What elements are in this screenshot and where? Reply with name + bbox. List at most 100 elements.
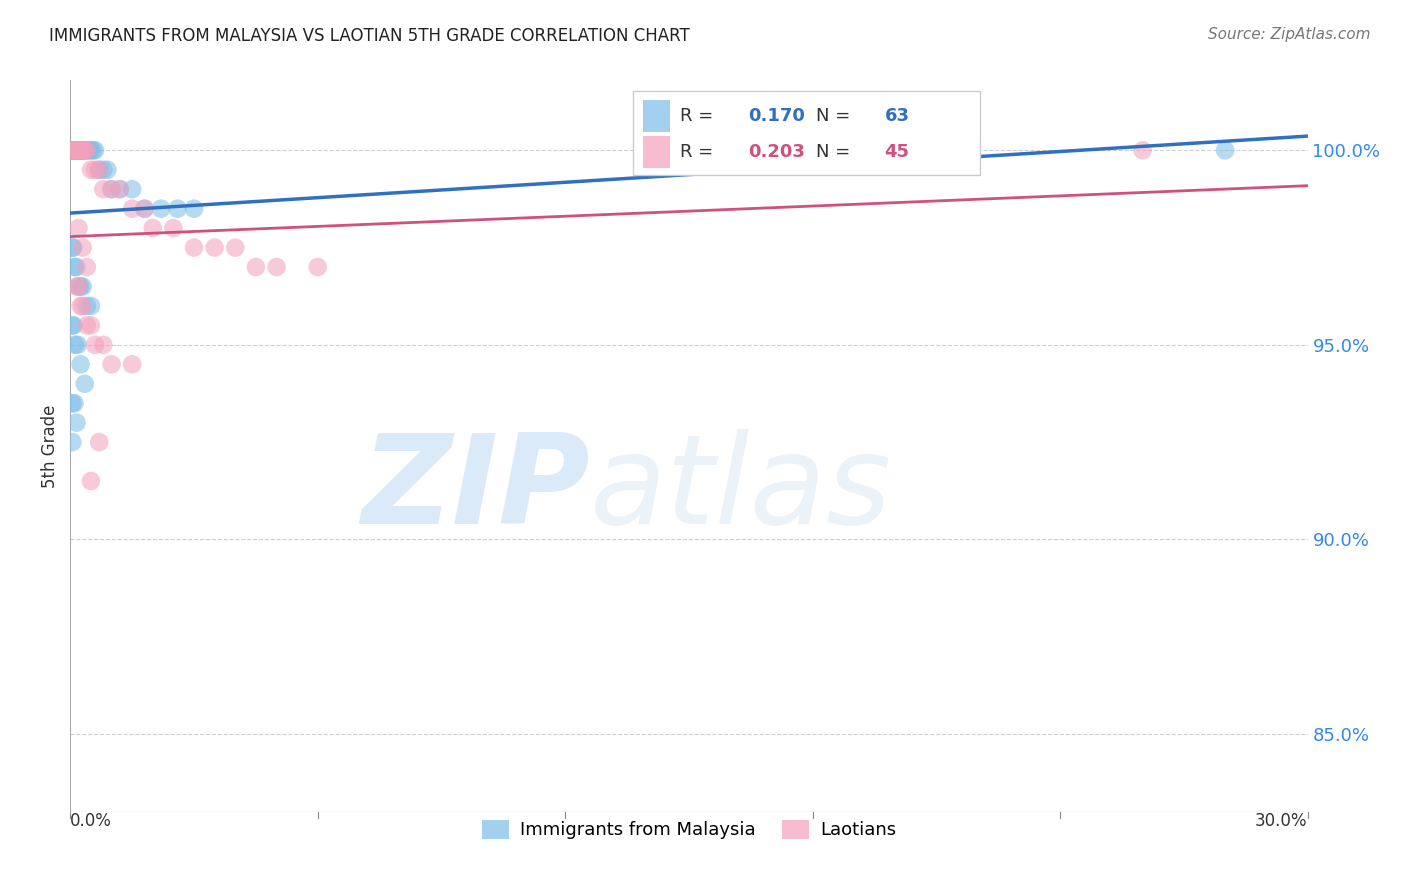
FancyBboxPatch shape bbox=[633, 91, 980, 176]
Point bbox=[69, 144, 91, 158]
Point bbox=[67, 279, 90, 293]
FancyBboxPatch shape bbox=[643, 136, 671, 168]
Point bbox=[63, 144, 86, 158]
Point bbox=[65, 144, 87, 158]
Point bbox=[69, 144, 91, 158]
Point bbox=[134, 202, 156, 216]
Point bbox=[166, 202, 188, 216]
Text: 0.170: 0.170 bbox=[748, 107, 806, 125]
Point bbox=[91, 182, 114, 196]
Point bbox=[67, 144, 90, 158]
Point bbox=[307, 260, 329, 274]
Point bbox=[70, 144, 93, 158]
Point bbox=[96, 162, 118, 177]
Text: 30.0%: 30.0% bbox=[1256, 812, 1308, 830]
Point bbox=[70, 144, 93, 158]
Point bbox=[100, 182, 122, 196]
Point bbox=[1132, 144, 1154, 158]
Text: R =: R = bbox=[681, 143, 720, 161]
Point bbox=[62, 318, 84, 333]
Point bbox=[82, 144, 104, 158]
Point bbox=[66, 144, 89, 158]
Point bbox=[72, 279, 94, 293]
Point bbox=[65, 338, 87, 352]
Point bbox=[1213, 144, 1236, 158]
Point bbox=[108, 182, 131, 196]
Point bbox=[162, 221, 184, 235]
Point bbox=[89, 162, 111, 177]
Point bbox=[80, 162, 103, 177]
Point bbox=[60, 144, 83, 158]
Point bbox=[77, 144, 100, 158]
Point bbox=[73, 376, 96, 391]
Point bbox=[100, 357, 122, 371]
Text: R =: R = bbox=[681, 107, 720, 125]
Point bbox=[60, 318, 83, 333]
Point bbox=[69, 299, 91, 313]
Legend: Immigrants from Malaysia, Laotians: Immigrants from Malaysia, Laotians bbox=[474, 813, 904, 847]
Point bbox=[72, 144, 94, 158]
Point bbox=[121, 182, 143, 196]
Point bbox=[150, 202, 173, 216]
Point bbox=[60, 396, 83, 410]
Point bbox=[80, 144, 103, 158]
Point bbox=[91, 162, 114, 177]
Text: 45: 45 bbox=[884, 143, 910, 161]
Point bbox=[84, 338, 107, 352]
Point bbox=[65, 416, 87, 430]
Point bbox=[76, 318, 98, 333]
Point bbox=[63, 144, 86, 158]
Point bbox=[67, 144, 90, 158]
Point bbox=[76, 260, 98, 274]
Text: 0.203: 0.203 bbox=[748, 143, 806, 161]
Point bbox=[72, 144, 94, 158]
Point bbox=[63, 144, 86, 158]
Point bbox=[72, 144, 94, 158]
Point bbox=[70, 144, 93, 158]
Text: Source: ZipAtlas.com: Source: ZipAtlas.com bbox=[1208, 27, 1371, 42]
Text: atlas: atlas bbox=[591, 429, 891, 550]
Point bbox=[65, 260, 87, 274]
Point bbox=[89, 162, 111, 177]
Point bbox=[65, 144, 87, 158]
Point bbox=[62, 144, 84, 158]
Point bbox=[60, 435, 83, 450]
Point bbox=[80, 474, 103, 488]
FancyBboxPatch shape bbox=[643, 100, 671, 132]
Point bbox=[69, 279, 91, 293]
Point bbox=[67, 144, 90, 158]
Point bbox=[72, 144, 94, 158]
Point bbox=[65, 144, 87, 158]
Point bbox=[121, 357, 143, 371]
Point bbox=[69, 357, 91, 371]
Point bbox=[224, 241, 246, 255]
Point bbox=[73, 144, 96, 158]
Point bbox=[66, 144, 89, 158]
Point bbox=[84, 162, 107, 177]
Point bbox=[65, 279, 87, 293]
Point bbox=[204, 241, 226, 255]
Point bbox=[65, 144, 87, 158]
Point bbox=[70, 144, 93, 158]
Point bbox=[67, 144, 90, 158]
Point bbox=[142, 221, 165, 235]
Point bbox=[63, 144, 86, 158]
Point bbox=[65, 144, 87, 158]
Point bbox=[67, 144, 90, 158]
Point bbox=[89, 435, 111, 450]
Point bbox=[91, 338, 114, 352]
Text: 0.0%: 0.0% bbox=[70, 812, 112, 830]
Point bbox=[72, 241, 94, 255]
Point bbox=[183, 202, 205, 216]
Text: N =: N = bbox=[817, 107, 856, 125]
Point bbox=[62, 241, 84, 255]
Point bbox=[100, 182, 122, 196]
Point bbox=[60, 144, 83, 158]
Point bbox=[121, 202, 143, 216]
Point bbox=[266, 260, 288, 274]
Point bbox=[183, 241, 205, 255]
Point bbox=[134, 202, 156, 216]
Text: IMMIGRANTS FROM MALAYSIA VS LAOTIAN 5TH GRADE CORRELATION CHART: IMMIGRANTS FROM MALAYSIA VS LAOTIAN 5TH … bbox=[49, 27, 690, 45]
Point bbox=[63, 260, 86, 274]
Point bbox=[67, 144, 90, 158]
